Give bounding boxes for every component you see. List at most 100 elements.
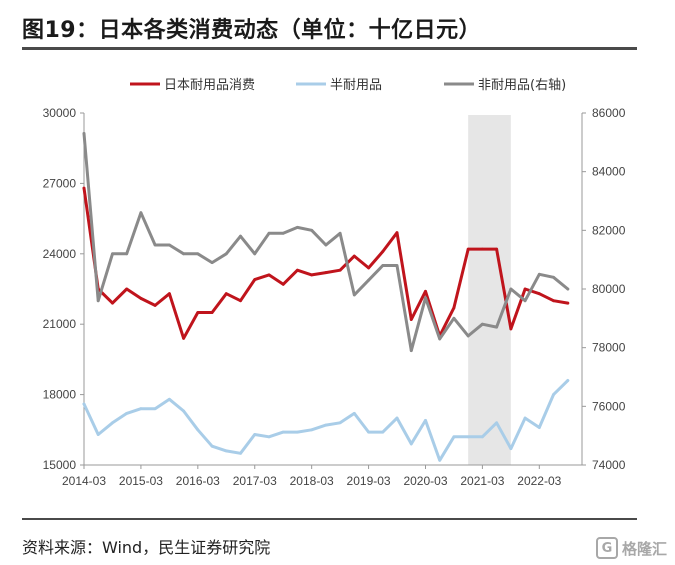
- data-point: [509, 327, 513, 331]
- data-point: [537, 426, 541, 429]
- data-point: [224, 449, 228, 453]
- data-point: [338, 268, 342, 272]
- data-point: [253, 433, 257, 436]
- data-point: [352, 411, 356, 415]
- data-point: [352, 293, 356, 297]
- watermark-text: 格隆汇: [621, 539, 667, 558]
- data-point: [324, 271, 328, 274]
- data-point: [182, 409, 186, 413]
- x-axis-tick-label: 2015-03: [119, 474, 163, 488]
- data-point: [352, 254, 356, 258]
- data-point: [438, 458, 442, 462]
- data-point: [111, 252, 114, 256]
- data-point: [111, 301, 114, 305]
- data-point: [310, 228, 314, 232]
- data-point: [310, 428, 314, 432]
- data-point: [537, 272, 541, 276]
- data-point: [224, 252, 228, 256]
- data-point: [167, 292, 171, 296]
- data-point: [196, 252, 200, 256]
- data-point: [324, 243, 328, 247]
- data-point: [537, 292, 541, 296]
- data-point: [381, 250, 385, 253]
- legend: 日本耐用品消费 半耐用品 非耐用品(右轴): [130, 78, 566, 93]
- x-axis-tick-label: 2019-03: [347, 474, 391, 488]
- left-axis-tick-label: 30000: [43, 106, 77, 120]
- x-axis-tick-label: 2020-03: [403, 474, 447, 488]
- data-point: [466, 435, 470, 439]
- data-point: [210, 311, 214, 314]
- data-point: [523, 287, 527, 291]
- data-point: [281, 231, 285, 235]
- data-point: [481, 435, 484, 439]
- left-axis-tick-label: 21000: [43, 317, 77, 331]
- data-point: [466, 247, 470, 251]
- left-axis-tick-label: 15000: [43, 458, 77, 472]
- right-axis-tick-label: 74000: [592, 458, 626, 472]
- data-point: [566, 301, 570, 305]
- data-point: [125, 287, 129, 291]
- data-point: [182, 336, 186, 340]
- x-axis-tick-label: 2022-03: [517, 474, 561, 488]
- data-point: [495, 247, 499, 251]
- left-axis-tick-label: 24000: [43, 247, 77, 261]
- data-point: [296, 268, 299, 272]
- data-point: [452, 316, 456, 320]
- data-point: [153, 407, 157, 411]
- data-point: [552, 275, 555, 279]
- data-point: [452, 435, 456, 439]
- series-2: [82, 379, 570, 462]
- legend-label: 日本耐用品消费: [164, 78, 255, 93]
- data-point: [281, 282, 285, 286]
- series-3: [82, 132, 570, 353]
- data-point: [395, 264, 399, 267]
- data-point: [424, 419, 427, 422]
- source-note: 资料来源：Wind，民生证券研究院: [22, 538, 271, 557]
- data-point: [481, 322, 484, 326]
- data-point: [239, 451, 242, 455]
- data-point: [125, 411, 129, 415]
- data-point: [424, 289, 427, 293]
- data-point: [210, 444, 214, 448]
- data-point: [153, 304, 157, 307]
- data-point: [367, 430, 370, 434]
- data-point: [267, 435, 271, 439]
- data-point: [466, 334, 470, 338]
- data-point: [96, 433, 100, 436]
- data-point: [281, 430, 285, 434]
- data-point: [523, 416, 527, 420]
- data-point: [409, 318, 413, 321]
- series-layer: [82, 132, 570, 462]
- data-point: [224, 292, 228, 296]
- data-point: [381, 430, 385, 434]
- data-point: [125, 252, 129, 256]
- data-point: [296, 430, 299, 434]
- data-point: [196, 428, 200, 432]
- x-axis-tick-label: 2018-03: [290, 474, 334, 488]
- data-point: [338, 231, 342, 235]
- data-point: [495, 325, 499, 329]
- data-point: [438, 337, 442, 341]
- data-point: [566, 287, 570, 291]
- data-point: [153, 243, 157, 247]
- right-axis-tick-label: 76000: [592, 399, 626, 413]
- data-point: [167, 243, 171, 247]
- legend-label: 半耐用品: [330, 78, 382, 93]
- data-point: [267, 231, 271, 235]
- data-point: [395, 231, 399, 235]
- data-point: [395, 416, 399, 420]
- data-point: [509, 287, 513, 291]
- data-point: [139, 211, 143, 215]
- left-axis-tick-label: 18000: [43, 388, 77, 402]
- data-point: [239, 299, 242, 303]
- data-point: [296, 226, 299, 229]
- x-axis-tick-label: 2017-03: [233, 474, 277, 488]
- data-point: [452, 306, 456, 310]
- data-point: [239, 234, 242, 238]
- data-point: [367, 266, 370, 270]
- chart-canvas: 15000 18000 21000 24000 27000 30000 74000 76000…: [43, 78, 626, 488]
- right-axis-tick-label: 78000: [592, 341, 626, 355]
- data-point: [82, 402, 86, 406]
- data-point: [82, 132, 86, 135]
- x-axis-tick-label: 2014-03: [62, 474, 106, 488]
